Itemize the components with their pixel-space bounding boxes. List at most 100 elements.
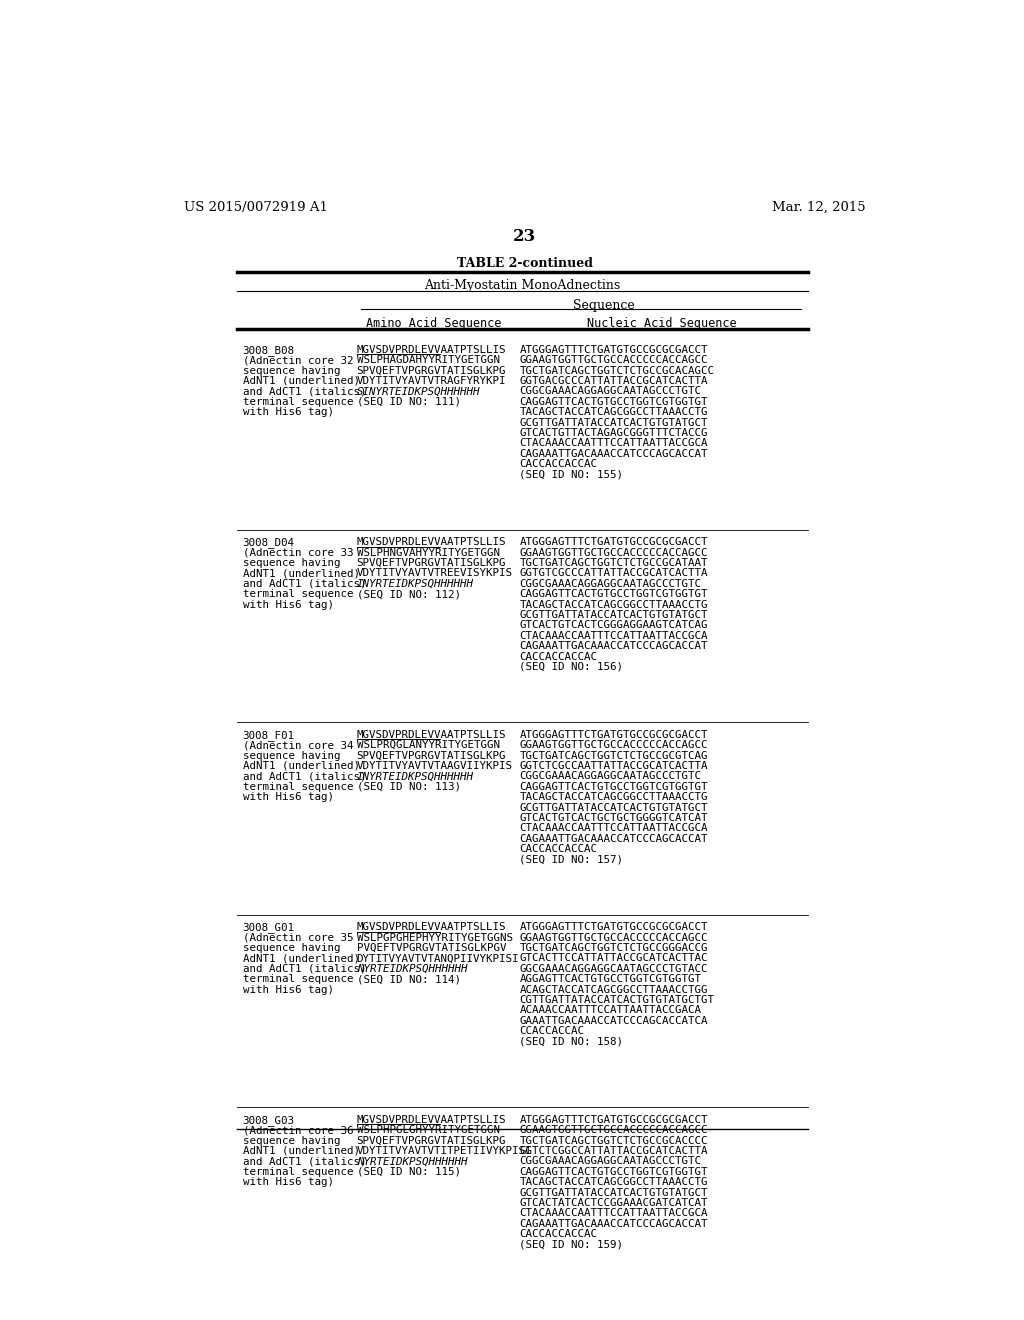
- Text: GCGTTGATTATACCATCACTGTGTATGCT: GCGTTGATTATACCATCACTGTGTATGCT: [519, 803, 708, 813]
- Text: with His6 tag): with His6 tag): [243, 792, 334, 803]
- Text: and AdCT1 (italics): and AdCT1 (italics): [243, 771, 367, 781]
- Text: WSLPHPGLGHYYRITYGETGGN: WSLPHPGLGHYYRITYGETGGN: [356, 1125, 500, 1135]
- Text: CTACAAACCAATTTCCATTAATTACCGCA: CTACAAACCAATTTCCATTAATTACCGCA: [519, 631, 708, 640]
- Text: CAGAAATTGACAAACCATCCCAGCACCAT: CAGAAATTGACAAACCATCCCAGCACCAT: [519, 449, 708, 458]
- Text: GGTGTCGCCCATTATTACCGCATCACTTA: GGTGTCGCCCATTATTACCGCATCACTTA: [519, 569, 708, 578]
- Text: sequence having: sequence having: [243, 558, 340, 568]
- Text: GGTGACGCCCATTATTACCGCATCACTTA: GGTGACGCCCATTATTACCGCATCACTTA: [519, 376, 708, 385]
- Text: NYRTEIDKPSQHHHHHH: NYRTEIDKPSQHHHHHH: [356, 1156, 467, 1167]
- Text: TGCTGATCAGCTGGTCTCTGCCGCACCCC: TGCTGATCAGCTGGTCTCTGCCGCACCCC: [519, 1135, 708, 1146]
- Text: GCGTTGATTATACCATCACTGTGTATGCT: GCGTTGATTATACCATCACTGTGTATGCT: [519, 1188, 708, 1197]
- Text: with His6 tag): with His6 tag): [243, 599, 334, 610]
- Text: TGCTGATCAGCTGGTCTCTGCCGCATAAT: TGCTGATCAGCTGGTCTCTGCCGCATAAT: [519, 558, 708, 568]
- Text: VDYTITVYAVTVTAAGVIIYKPIS: VDYTITVYAVTVTAAGVIIYKPIS: [356, 760, 513, 771]
- Text: SPVQEFTVPGRGVTATISGLKPG: SPVQEFTVPGRGVTATISGLKPG: [356, 751, 506, 760]
- Text: TACAGCTACCATCAGCGGCCTTAAACCTG: TACAGCTACCATCAGCGGCCTTAAACCTG: [519, 1177, 708, 1187]
- Text: (Adnectin core 36: (Adnectin core 36: [243, 1125, 353, 1135]
- Text: CCACCACCAC: CCACCACCAC: [519, 1026, 585, 1036]
- Text: DYTITVYAVTVTANQPIIVYKPISI: DYTITVYAVTVTANQPIIVYKPISI: [356, 953, 519, 964]
- Text: SINYRTEIDKPSQHHHHHH: SINYRTEIDKPSQHHHHHH: [356, 387, 480, 396]
- Text: 3008_B08: 3008_B08: [243, 345, 295, 355]
- Text: CAGAAATTGACAAACCATCCCAGCACCAT: CAGAAATTGACAAACCATCCCAGCACCAT: [519, 834, 708, 843]
- Text: sequence having: sequence having: [243, 751, 340, 760]
- Text: TACAGCTACCATCAGCGGCCTTAAACCTG: TACAGCTACCATCAGCGGCCTTAAACCTG: [519, 792, 708, 803]
- Text: CGGCGAAACAGGAGGCAATAGCCCTGTC: CGGCGAAACAGGAGGCAATAGCCCTGTC: [519, 771, 701, 781]
- Text: AdNT1 (underlined): AdNT1 (underlined): [243, 569, 359, 578]
- Text: ATGGGAGTTTCTGATGTGCCGCGCGACCT: ATGGGAGTTTCTGATGTGCCGCGCGACCT: [519, 345, 708, 355]
- Text: CTACAAACCAATTTCCATTAATTACCGCA: CTACAAACCAATTTCCATTAATTACCGCA: [519, 824, 708, 833]
- Text: SPVQEFTVPGRGVTATISGLKPG: SPVQEFTVPGRGVTATISGLKPG: [356, 558, 506, 568]
- Text: GGAAGTGGTTGCTGCCACCCCCACCAGCC: GGAAGTGGTTGCTGCCACCCCCACCAGCC: [519, 933, 708, 942]
- Text: GGAAGTGGTTGCTGCCACCCCCACCAGCC: GGAAGTGGTTGCTGCCACCCCCACCAGCC: [519, 355, 708, 366]
- Text: and AdCT1 (italics): and AdCT1 (italics): [243, 964, 367, 974]
- Text: terminal sequence: terminal sequence: [243, 974, 353, 985]
- Text: CACCACCACCAC: CACCACCACCAC: [519, 652, 597, 661]
- Text: CGTTGATTATACCATCACTGTGTATGCTGT: CGTTGATTATACCATCACTGTGTATGCTGT: [519, 995, 715, 1005]
- Text: GTCACTATCACTCCGGAAACGATCATCAT: GTCACTATCACTCCGGAAACGATCATCAT: [519, 1199, 708, 1208]
- Text: MGVSDVPRDLEVVAATPTSLLIS: MGVSDVPRDLEVVAATPTSLLIS: [356, 730, 506, 739]
- Text: 3008_G01: 3008_G01: [243, 923, 295, 933]
- Text: GTCACTGTCACTGCTGCTGGGGТCATCAT: GTCACTGTCACTGCTGCTGGGGТCATCAT: [519, 813, 708, 822]
- Text: VDYTITVYAVTVTREEVISYKPIS: VDYTITVYAVTVTREEVISYKPIS: [356, 569, 513, 578]
- Text: sequence having: sequence having: [243, 942, 340, 953]
- Text: CTACAAACCAATTTCCATTAATTACCGCA: CTACAAACCAATTTCCATTAATTACCGCA: [519, 438, 708, 449]
- Text: with His6 tag): with His6 tag): [243, 407, 334, 417]
- Text: TACAGCTACCATCAGCGGCCTTAAACCTG: TACAGCTACCATCAGCGGCCTTAAACCTG: [519, 407, 708, 417]
- Text: (SEQ ID NO: 113): (SEQ ID NO: 113): [356, 781, 461, 792]
- Text: AdNT1 (underlined): AdNT1 (underlined): [243, 376, 359, 385]
- Text: ATGGGAGTTTCTGATGTGCCGCGCGACCT: ATGGGAGTTTCTGATGTGCCGCGCGACCT: [519, 1114, 708, 1125]
- Text: VDYTITVYAVTVTITPETIIVYKPISI: VDYTITVYAVTVTITPETIIVYKPISI: [356, 1146, 532, 1156]
- Text: terminal sequence: terminal sequence: [243, 397, 353, 407]
- Text: sequence having: sequence having: [243, 366, 340, 375]
- Text: CAGAAATTGACAAACCATCCCAGCACCAT: CAGAAATTGACAAACCATCCCAGCACCAT: [519, 1218, 708, 1229]
- Text: (Adnectin core 33: (Adnectin core 33: [243, 548, 353, 557]
- Text: SPVQEFTVPGRGVTATISGLKPG: SPVQEFTVPGRGVTATISGLKPG: [356, 366, 506, 375]
- Text: GAAATTGACAAACCATCCCAGCACCATCA: GAAATTGACAAACCATCCCAGCACCATCA: [519, 1016, 708, 1026]
- Text: (SEQ ID NO: 156): (SEQ ID NO: 156): [519, 663, 624, 672]
- Text: ATGGGAGTTTCTGATGTGCCGCGCGACCT: ATGGGAGTTTCTGATGTGCCGCGCGACCT: [519, 730, 708, 739]
- Text: Nucleic Acid Sequence: Nucleic Acid Sequence: [587, 317, 737, 330]
- Text: GGTCTCGGCCATTATTACCGCATCACTTA: GGTCTCGGCCATTATTACCGCATCACTTA: [519, 1146, 708, 1156]
- Text: TABLE 2-continued: TABLE 2-continued: [457, 257, 593, 271]
- Text: WSLPHNGVAHYYRITYGETGGN: WSLPHNGVAHYYRITYGETGGN: [356, 548, 500, 557]
- Text: TACAGCTACCATCAGCGGCCTTAAACCTG: TACAGCTACCATCAGCGGCCTTAAACCTG: [519, 599, 708, 610]
- Text: GTCACTGTCACTCGGGAGGAAGTCATCAG: GTCACTGTCACTCGGGAGGAAGTCATCAG: [519, 620, 708, 631]
- Text: TGCTGATCAGCTGGTCTCTGCCGCACAGCC: TGCTGATCAGCTGGTCTCTGCCGCACAGCC: [519, 366, 715, 375]
- Text: GGAAGTGGTTGCTGCCACCCCCACCAGCC: GGAAGTGGTTGCTGCCACCCCCACCAGCC: [519, 548, 708, 557]
- Text: CAGGAGTTCACTGTGCCTGGTCGTGGTGT: CAGGAGTTCACTGTGCCTGGTCGTGGTGT: [519, 397, 708, 407]
- Text: CACCACCACCAC: CACCACCACCAC: [519, 843, 597, 854]
- Text: (SEQ ID NO: 111): (SEQ ID NO: 111): [356, 397, 461, 407]
- Text: (Adnectin core 35: (Adnectin core 35: [243, 933, 353, 942]
- Text: GCGTTGATTATACCATCACTGTGTATGCT: GCGTTGATTATACCATCACTGTGTATGCT: [519, 417, 708, 428]
- Text: CGGCGAAACAGGAGGCAATAGCCCTGTC: CGGCGAAACAGGAGGCAATAGCCCTGTC: [519, 1156, 701, 1167]
- Text: MGVSDVPRDLEVVAATPTSLLIS: MGVSDVPRDLEVVAATPTSLLIS: [356, 1114, 506, 1125]
- Text: Anti-Myostatin MonoAdnectins: Anti-Myostatin MonoAdnectins: [424, 280, 621, 292]
- Text: VDYTITVYAVTVTRAGFYRYKPI: VDYTITVYAVTVTRAGFYRYKPI: [356, 376, 506, 385]
- Text: CAGGAGTTCACTGTGCCTGGTCGTGGTGT: CAGGAGTTCACTGTGCCTGGTCGTGGTGT: [519, 589, 708, 599]
- Text: Amino Acid Sequence: Amino Acid Sequence: [367, 317, 502, 330]
- Text: INYRTEIDKPSQHHHHHH: INYRTEIDKPSQHHHHHH: [356, 771, 474, 781]
- Text: (SEQ ID NO: 159): (SEQ ID NO: 159): [519, 1239, 624, 1250]
- Text: US 2015/0072919 A1: US 2015/0072919 A1: [183, 201, 328, 214]
- Text: AdNT1 (underlined): AdNT1 (underlined): [243, 760, 359, 771]
- Text: CAGGAGTTCACTGTGCCTGGTCGTGGTGT: CAGGAGTTCACTGTGCCTGGTCGTGGTGT: [519, 781, 708, 792]
- Text: ACAAACCAATTTCCATTAATTACCGACA: ACAAACCAATTTCCATTAATTACCGACA: [519, 1006, 701, 1015]
- Text: CACCACCACCAC: CACCACCACCAC: [519, 1229, 597, 1239]
- Text: CAGGAGTTCACTGTGCCTGGTCGTGGTGT: CAGGAGTTCACTGTGCCTGGTCGTGGTGT: [519, 1167, 708, 1176]
- Text: AdNT1 (underlined): AdNT1 (underlined): [243, 953, 359, 964]
- Text: (SEQ ID NO: 112): (SEQ ID NO: 112): [356, 589, 461, 599]
- Text: terminal sequence: terminal sequence: [243, 589, 353, 599]
- Text: CAGAAATTGACAAACCATCCCAGCACCAT: CAGAAATTGACAAACCATCCCAGCACCAT: [519, 642, 708, 651]
- Text: with His6 tag): with His6 tag): [243, 985, 334, 994]
- Text: PVQEFTVPGRGVTATISGLKPGV: PVQEFTVPGRGVTATISGLKPGV: [356, 942, 506, 953]
- Text: 3008_F01: 3008_F01: [243, 730, 295, 741]
- Text: and AdCT1 (italics): and AdCT1 (italics): [243, 387, 367, 396]
- Text: (SEQ ID NO: 158): (SEQ ID NO: 158): [519, 1036, 624, 1047]
- Text: AdNT1 (underlined): AdNT1 (underlined): [243, 1146, 359, 1156]
- Text: SPVQEFTVPGRGVTATISGLKPG: SPVQEFTVPGRGVTATISGLKPG: [356, 1135, 506, 1146]
- Text: GCGTTGATTATACCATCACTGTGTATGCT: GCGTTGATTATACCATCACTGTGTATGCT: [519, 610, 708, 620]
- Text: INYRTEIDKPSQHHHHHH: INYRTEIDKPSQHHHHHH: [356, 579, 474, 589]
- Text: GGCGAAACAGGAGGCAATAGCCCTGTACC: GGCGAAACAGGAGGCAATAGCCCTGTACC: [519, 964, 708, 974]
- Text: ATGGGAGTTTCTGATGTGCCGCGCGACCT: ATGGGAGTTTCTGATGTGCCGCGCGACCT: [519, 923, 708, 932]
- Text: CGGCGAAACAGGAGGCAATAGCCCTGTC: CGGCGAAACAGGAGGCAATAGCCCTGTC: [519, 579, 701, 589]
